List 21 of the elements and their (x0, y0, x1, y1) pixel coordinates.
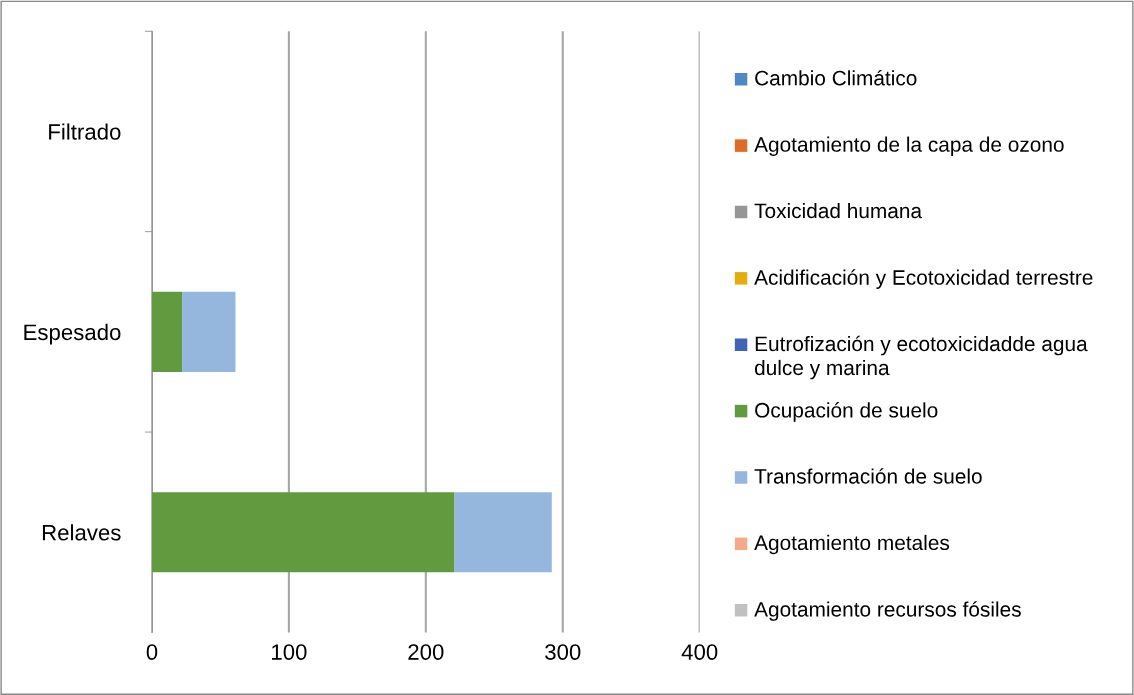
legend-label: Toxicidad humana (754, 202, 923, 219)
bar (151, 492, 455, 573)
x-tick-label: 200 (408, 644, 444, 660)
legend-label: Agotamiento recursos fósiles (754, 601, 1021, 621)
x-tick-label: 100 (272, 644, 307, 660)
legend-label: Cambio Climático (755, 69, 917, 86)
legend-label: Ocupación de suelo (755, 402, 938, 422)
y-tick-label: Relaves (42, 524, 121, 541)
bar (151, 291, 183, 372)
legend-label: Transformación de suelo (754, 468, 982, 484)
y-tick-label: Espesado (24, 323, 121, 345)
y-tick-label: Filtrado (49, 123, 121, 140)
x-tick-label: 300 (545, 644, 581, 660)
x-tick-label: 0 (146, 644, 158, 660)
bar (454, 492, 552, 573)
legend-label: Eutrofización y ecotoxicidadde agua dulce y marina (754, 335, 1088, 380)
legend-label: Acidificación y Ecotoxicidad terrestre (754, 269, 1093, 289)
legend-label: Agotamiento de la capa de ozono (754, 136, 1064, 156)
x-tick-label: 400 (681, 644, 718, 660)
legend-label: Agotamiento metales (754, 534, 950, 555)
bar (182, 291, 236, 372)
